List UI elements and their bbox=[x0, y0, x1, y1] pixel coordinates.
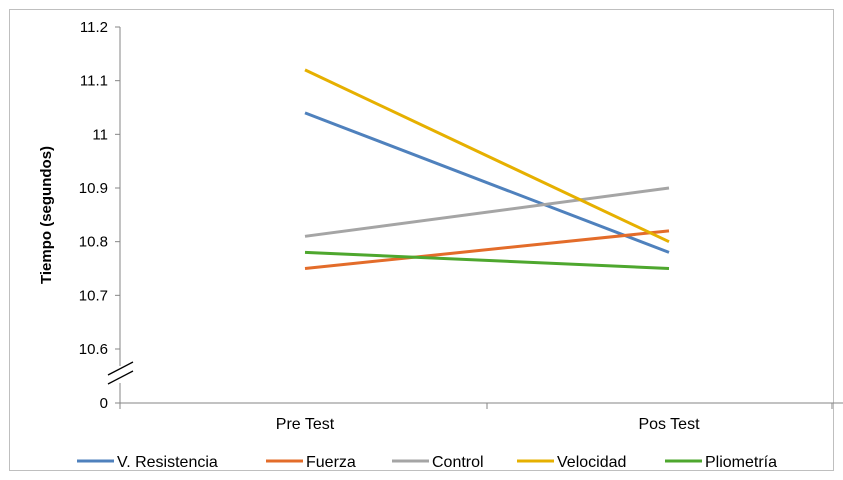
x-axis: Pre Test Pos Test bbox=[119, 402, 843, 433]
x-tick-label: Pos Test bbox=[638, 416, 700, 433]
axis-break-mark bbox=[107, 361, 134, 376]
chart-frame bbox=[9, 9, 834, 471]
series-lines bbox=[304, 68, 670, 270]
series-line-control bbox=[304, 186, 670, 238]
legend-label: Control bbox=[432, 454, 484, 471]
legend-label: Pliometría bbox=[705, 454, 777, 471]
series-line-fuerza bbox=[304, 229, 670, 270]
legend-label: Fuerza bbox=[306, 454, 356, 471]
legend-item: Control bbox=[392, 454, 484, 471]
y-tick-label: 11.2 bbox=[80, 19, 108, 36]
y-axis-title: Tiempo (segundos) bbox=[38, 146, 55, 284]
y-tick-label: 0 bbox=[100, 395, 108, 412]
legend-item: Fuerza bbox=[266, 454, 356, 471]
legend: V. Resistencia Fuerza Control Velocidad Plio… bbox=[77, 454, 777, 471]
x-tick-label: Pre Test bbox=[276, 416, 335, 433]
y-tick-label: 10.9 bbox=[79, 180, 108, 197]
series-line-pliometr-a bbox=[304, 250, 670, 270]
legend-item: Pliometría bbox=[665, 454, 777, 471]
legend-item: V. Resistencia bbox=[77, 454, 218, 471]
y-tick-label: 10.7 bbox=[79, 287, 108, 304]
y-axis: 0 10.6 10.7 10.8 10.9 11 11.1 11.2 bbox=[79, 19, 134, 412]
series-line-velocidad bbox=[304, 68, 670, 244]
axis-break-mark bbox=[107, 370, 134, 385]
y-tick-label: 10.8 bbox=[79, 234, 108, 251]
legend-label: Velocidad bbox=[557, 454, 626, 471]
y-tick-label: 11.1 bbox=[80, 73, 108, 90]
legend-label: V. Resistencia bbox=[117, 454, 218, 471]
y-tick-label: 11 bbox=[92, 126, 108, 143]
y-tick-label: 10.6 bbox=[79, 341, 108, 358]
series-line-v-resistencia bbox=[304, 111, 670, 254]
legend-item: Velocidad bbox=[517, 454, 626, 471]
